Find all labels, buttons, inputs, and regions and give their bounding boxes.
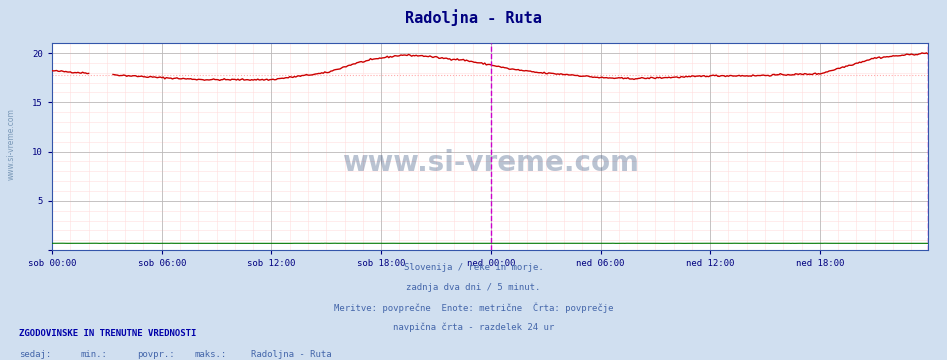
Text: Meritve: povprečne  Enote: metrične  Črta: povprečje: Meritve: povprečne Enote: metrične Črta:… bbox=[333, 302, 614, 313]
Text: min.:: min.: bbox=[80, 350, 107, 359]
Text: maks.:: maks.: bbox=[194, 350, 226, 359]
Text: www.si-vreme.com: www.si-vreme.com bbox=[7, 108, 16, 180]
Text: sedaj:: sedaj: bbox=[19, 350, 51, 359]
Text: www.si-vreme.com: www.si-vreme.com bbox=[342, 149, 638, 177]
Text: navpična črta - razdelek 24 ur: navpična črta - razdelek 24 ur bbox=[393, 322, 554, 332]
Text: zadnja dva dni / 5 minut.: zadnja dva dni / 5 minut. bbox=[406, 283, 541, 292]
Text: Radoljna - Ruta: Radoljna - Ruta bbox=[251, 350, 331, 359]
Text: povpr.:: povpr.: bbox=[137, 350, 175, 359]
Text: ZGODOVINSKE IN TRENUTNE VREDNOSTI: ZGODOVINSKE IN TRENUTNE VREDNOSTI bbox=[19, 329, 196, 338]
Text: Radoljna - Ruta: Radoljna - Ruta bbox=[405, 9, 542, 26]
Text: Slovenija / reke in morje.: Slovenija / reke in morje. bbox=[403, 263, 544, 272]
